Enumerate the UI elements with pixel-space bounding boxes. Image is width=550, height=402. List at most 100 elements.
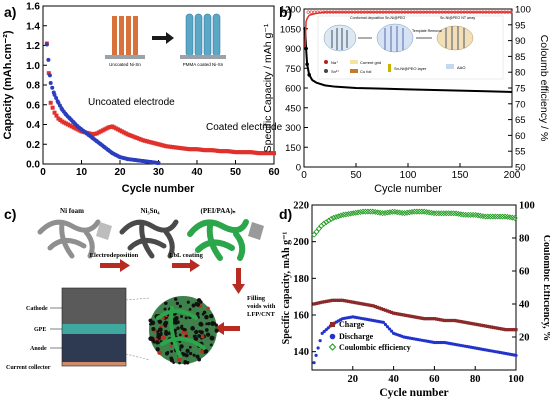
charge-marker (312, 302, 316, 306)
efficiency-marker (381, 10, 385, 14)
efficiency-marker (496, 10, 501, 14)
marks-a (44, 41, 276, 166)
arrow-down (232, 268, 245, 294)
efficiency-marker (362, 208, 369, 215)
x-tick-label-d: 100 (508, 374, 524, 385)
axes-d: 20 40 60 80 100 140 160 180 200 220 20 40 60 80 100 (293, 201, 535, 386)
efficiency-marker (448, 210, 455, 217)
charge-marker (365, 303, 369, 307)
efficiency-marker (357, 209, 364, 215)
charge-marker (338, 298, 343, 302)
composite-particle (158, 337, 161, 341)
uncoated-marker (52, 92, 57, 97)
composite-particle (169, 344, 173, 348)
y-tick-label-d: 180 (293, 274, 309, 285)
charge-marker (420, 316, 424, 320)
efficiency-marker (344, 10, 348, 14)
composite-particle (209, 313, 214, 319)
label-pei-paa: (PEI/PAA)ₙ (201, 207, 236, 215)
composite-particle (207, 321, 211, 326)
template-disc-icon-2 (376, 23, 414, 53)
composite-particle (191, 303, 196, 308)
charge-marker (510, 328, 514, 332)
efficiency-marker (468, 10, 473, 14)
charge-marker (426, 317, 430, 321)
inset-b: Conformal deposition Sn-Ni@PEO Template … (317, 15, 504, 80)
legend-label-discharge: Discharge (339, 332, 374, 341)
aao-swatch (446, 64, 454, 69)
charge-marker (451, 318, 455, 323)
y-tick-label-d: 140 (293, 347, 309, 358)
capacity-marker (304, 46, 308, 51)
efficiency-marker (459, 10, 463, 14)
efficiency-marker (422, 10, 426, 14)
y-tick-label-d: 200 (293, 237, 309, 248)
efficiency-marker (406, 209, 413, 216)
y-right-tick-label-b: 55 (515, 147, 526, 158)
composite-particle (180, 324, 184, 328)
charge-marker (473, 322, 477, 326)
charge-marker (406, 314, 410, 318)
composite-particle (185, 360, 190, 365)
composite-particle (194, 329, 199, 335)
y-right-tick-label-b: 70 (515, 99, 526, 110)
na-ion-icon (324, 60, 328, 64)
charge-marker (330, 298, 334, 302)
label-ni-foam: Ni foam (60, 207, 84, 215)
efficiency-marker (406, 10, 410, 14)
efficiency-marker (347, 210, 354, 217)
y-right-tick-label-b: 95 (515, 20, 526, 31)
charge-marker (392, 311, 396, 315)
efficiency-marker (490, 10, 494, 14)
efficiency-marker (499, 213, 506, 220)
charge-marker (351, 300, 355, 304)
charge-marker (430, 317, 434, 321)
uncoated-rods-icon (105, 16, 145, 59)
composite-particle (193, 336, 199, 342)
x-tick-label-a: 0 (40, 167, 46, 178)
y-tick-label-a: 0.2 (26, 140, 40, 151)
capacity-marker (307, 73, 312, 77)
charge-marker (328, 299, 332, 303)
y-axis-label-b: Specific Capacity / mAh g⁻¹ (262, 23, 274, 152)
efficiency-marker (412, 10, 416, 14)
discharge-marker (389, 329, 394, 333)
charge-marker (336, 298, 341, 302)
efficiency-marker (409, 10, 413, 14)
composite-particle (157, 350, 162, 355)
discharge-marker (320, 331, 324, 335)
composite-particle (172, 361, 175, 364)
legend-current-grid: Current grid (360, 60, 381, 65)
charge-marker (443, 318, 447, 323)
charge-marker (377, 306, 381, 310)
composite-particle (209, 335, 215, 341)
y-tick-label-d: 160 (293, 311, 309, 322)
charge-marker (477, 323, 481, 327)
efficiency-marker (340, 10, 345, 14)
legend-sn-ni: Sn-Ni@PEO layer (394, 66, 427, 71)
efficiency-marker (393, 10, 398, 14)
efficiency-marker (372, 10, 376, 14)
y-right-tick-label-d: 20 (519, 333, 530, 344)
label-anode: Anode (30, 346, 47, 352)
efficiency-marker (484, 213, 491, 220)
composite-particle (171, 317, 177, 323)
efficiency-marker (315, 10, 320, 14)
efficiency-marker (360, 208, 366, 215)
legend-cu-foil: Cu foil (360, 69, 371, 74)
legend-label-efficiency: Coulombic efficiency (339, 343, 411, 352)
composite-particle (176, 326, 180, 330)
charge-marker (414, 315, 418, 319)
y-tick-label-b: 150 (285, 143, 301, 154)
discharge-marker (387, 327, 392, 331)
composite-particle (204, 314, 209, 320)
efficiency-marker (345, 211, 352, 217)
efficiency-marker (506, 10, 510, 14)
composite-particle (200, 334, 204, 339)
y-right-tick-label-b: 65 (515, 115, 526, 126)
efficiency-marker (313, 228, 320, 235)
panel-label-b: b) (279, 4, 292, 20)
efficiency-marker (408, 208, 415, 215)
capacity-marker (305, 62, 309, 67)
uncoated-marker (44, 42, 49, 47)
